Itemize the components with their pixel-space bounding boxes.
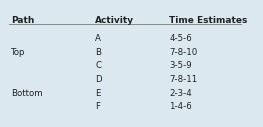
Text: C: C [95, 61, 101, 70]
Text: Activity: Activity [95, 16, 134, 25]
Text: 1-4-6: 1-4-6 [169, 102, 192, 112]
Text: Top: Top [11, 47, 26, 57]
Text: 2-3-4: 2-3-4 [169, 89, 192, 98]
Text: 7-8-11: 7-8-11 [169, 75, 198, 84]
Text: B: B [95, 47, 101, 57]
Text: E: E [95, 89, 101, 98]
Text: D: D [95, 75, 102, 84]
Text: 3-5-9: 3-5-9 [169, 61, 192, 70]
Text: Path: Path [11, 16, 35, 25]
Text: 4-5-6: 4-5-6 [169, 34, 192, 43]
Text: Time Estimates: Time Estimates [169, 16, 248, 25]
Text: A: A [95, 34, 101, 43]
Text: F: F [95, 102, 100, 112]
Text: 7-8-10: 7-8-10 [169, 47, 198, 57]
Text: Bottom: Bottom [11, 89, 43, 98]
